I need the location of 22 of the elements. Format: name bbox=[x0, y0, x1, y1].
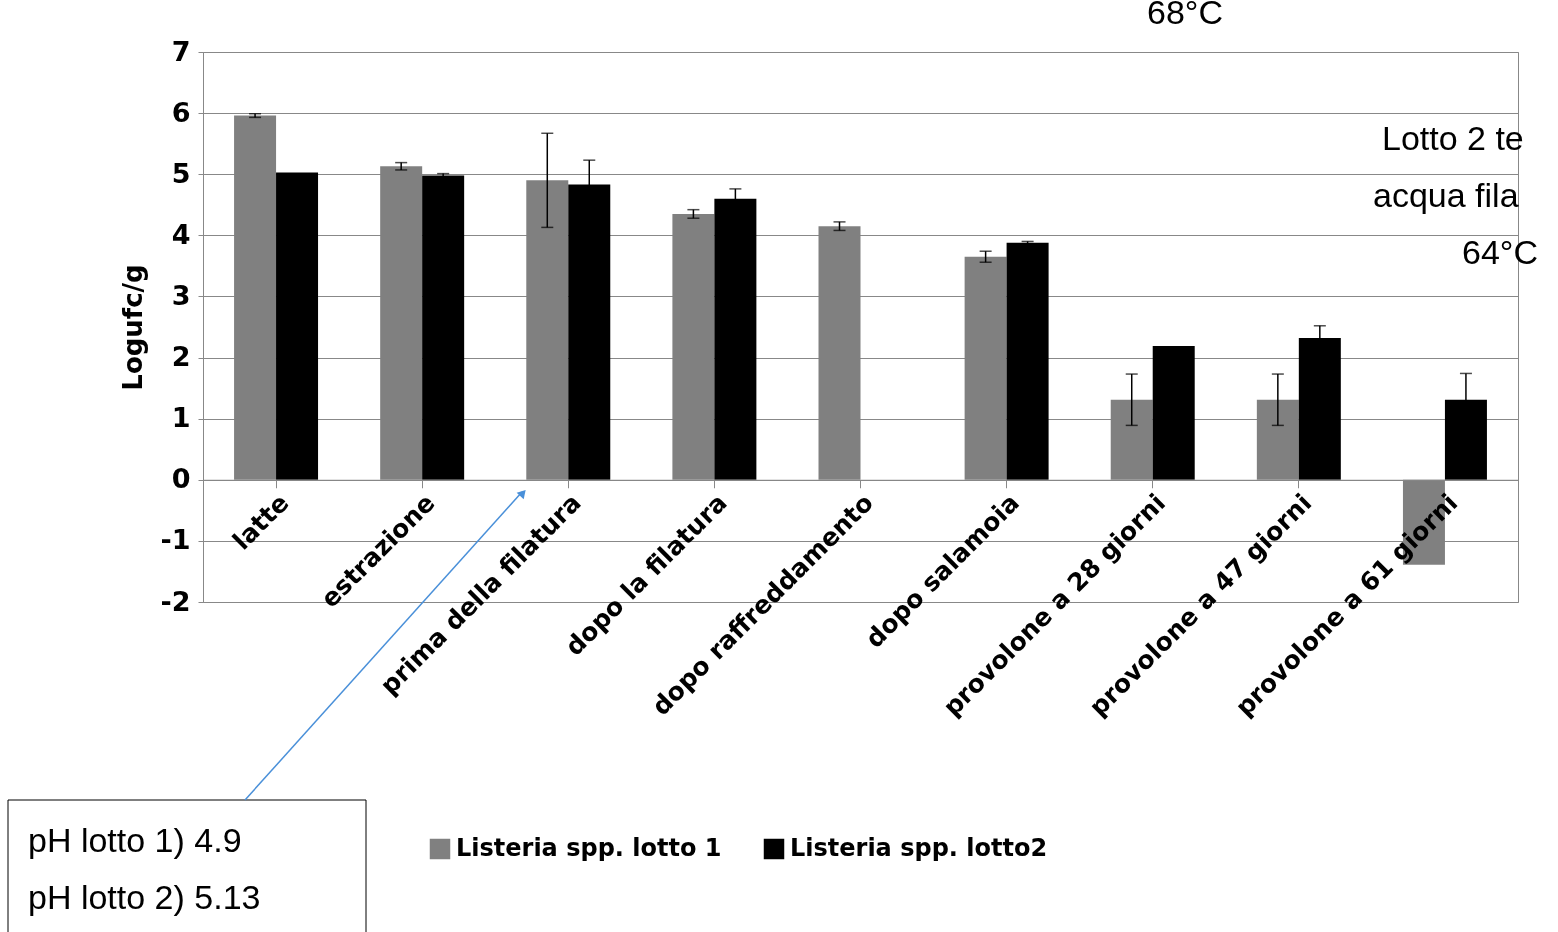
annotation: acqua fila bbox=[1373, 176, 1519, 214]
y-tick-label: 7 bbox=[171, 35, 191, 67]
text: 68°C bbox=[1147, 0, 1223, 31]
text: pH lotto 2) 5.13 bbox=[28, 878, 261, 916]
y-tick-label: 4 bbox=[171, 218, 191, 250]
y-tick-label: 5 bbox=[171, 157, 191, 189]
bar bbox=[1006, 242, 1049, 480]
annotation: 64°C bbox=[1462, 233, 1538, 271]
text: pH lotto 1) 4.9 bbox=[28, 821, 242, 859]
y-tick-label: -1 bbox=[160, 524, 191, 556]
y-tick-label: 1 bbox=[171, 402, 191, 434]
legend-label: Listeria spp. lotto2 bbox=[790, 834, 1048, 862]
y-tick-label: 6 bbox=[171, 96, 191, 128]
bar bbox=[276, 172, 319, 480]
annotation: Lotto 2 te bbox=[1382, 119, 1524, 157]
legend-label: Listeria spp. lotto 1 bbox=[456, 834, 722, 862]
y-tick-label: -2 bbox=[160, 585, 191, 617]
y-tick-label: 0 bbox=[171, 463, 191, 495]
y-tick-label: 2 bbox=[171, 341, 191, 373]
y-axis-title: Logufc/g bbox=[117, 264, 148, 391]
bar bbox=[1152, 345, 1195, 480]
y-tick-label: 3 bbox=[171, 279, 191, 311]
